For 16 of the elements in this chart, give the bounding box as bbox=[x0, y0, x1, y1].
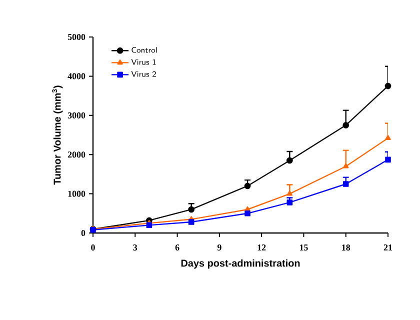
x-tick-label: 9 bbox=[217, 244, 222, 251]
y-tick-label: 2000 bbox=[68, 152, 86, 158]
y-axis-title: Tumor Volume (mm$^{3}$) bbox=[52, 86, 63, 185]
x-tick-label: 3 bbox=[133, 244, 138, 251]
y-tick-label: 1000 bbox=[68, 190, 86, 197]
x-tick-label: 6 bbox=[175, 244, 180, 251]
y-tick-label: 4000 bbox=[68, 73, 86, 80]
y-tick-label: 5000 bbox=[68, 34, 86, 40]
x-tick-label: 0 bbox=[91, 244, 95, 251]
y-tick-label: 0 bbox=[81, 230, 86, 236]
x-tick-label: 12 bbox=[258, 244, 266, 250]
x-tick-label: 21 bbox=[384, 244, 392, 250]
x-tick-label: 18 bbox=[342, 244, 350, 251]
y-tick-label: 3000 bbox=[68, 112, 86, 118]
x-tick-label: 15 bbox=[300, 244, 308, 251]
x-axis-title: Days post-administration bbox=[181, 259, 300, 269]
